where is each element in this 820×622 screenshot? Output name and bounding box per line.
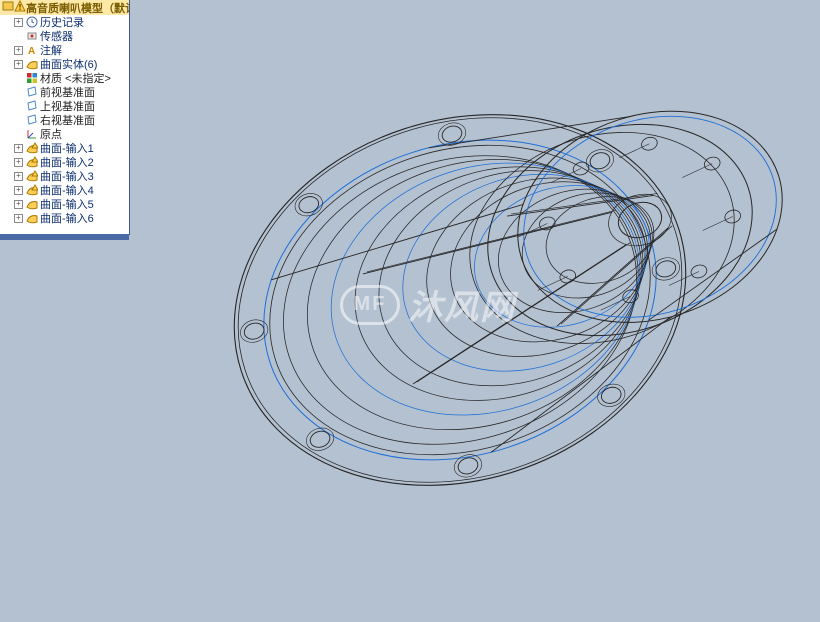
surf-icon — [25, 212, 38, 225]
expander-icon[interactable]: + — [14, 18, 23, 27]
tree-root[interactable]: 高音质喇叭模型（默认<<默 — [0, 0, 129, 15]
tree-item[interactable]: +曲面-输入5 — [0, 197, 129, 211]
part-icon — [2, 0, 14, 15]
tree-item[interactable]: 材质 <未指定> — [0, 71, 129, 85]
surfbody-icon — [25, 58, 38, 71]
tree-item[interactable]: 右视基准面 — [0, 113, 129, 127]
origin-icon — [25, 128, 38, 141]
tree-item[interactable]: 前视基准面 — [0, 85, 129, 99]
surfwarn-icon — [25, 184, 38, 197]
sensor-icon — [25, 30, 38, 43]
expander-icon[interactable]: + — [14, 172, 23, 181]
tree-item[interactable]: +曲面-输入2 — [0, 155, 129, 169]
expander-icon[interactable]: + — [14, 144, 23, 153]
tree-item[interactable]: +曲面-输入3 — [0, 169, 129, 183]
surfwarn-icon — [25, 142, 38, 155]
expander-icon[interactable]: + — [14, 46, 23, 55]
plane-icon — [25, 114, 38, 127]
tree-item[interactable]: 上视基准面 — [0, 99, 129, 113]
expander-icon[interactable]: + — [14, 214, 23, 223]
surf-icon — [25, 198, 38, 211]
tree-item[interactable]: +历史记录 — [0, 15, 129, 29]
expander-icon[interactable]: + — [14, 158, 23, 167]
tree-item[interactable]: +A注解 — [0, 43, 129, 57]
expander-icon[interactable]: + — [14, 186, 23, 195]
plane-icon — [25, 86, 38, 99]
surfwarn-icon — [25, 170, 38, 183]
expander-icon[interactable]: + — [14, 200, 23, 209]
expander-icon[interactable]: + — [14, 60, 23, 69]
tree-item[interactable]: +曲面实体(6) — [0, 57, 129, 71]
tree-item[interactable]: +曲面-输入4 — [0, 183, 129, 197]
svg-text:A: A — [28, 46, 35, 56]
plane-icon — [25, 100, 38, 113]
tree-item-label: 曲面-输入6 — [40, 210, 94, 226]
warning-icon — [14, 0, 26, 15]
tree-item[interactable]: + 曲面-输入6 — [0, 211, 129, 225]
tree-item[interactable]: +曲面-输入1 — [0, 141, 129, 155]
surfwarn-icon — [25, 156, 38, 169]
feature-tree-panel[interactable]: 高音质喇叭模型（默认<<默 +历史记录传感器+A注解+曲面实体(6)材质 <未指… — [0, 0, 130, 235]
annot-icon: A — [25, 44, 38, 57]
history-icon — [25, 16, 38, 29]
tree-item[interactable]: 传感器 — [0, 29, 129, 43]
material-icon — [25, 72, 38, 85]
tree-item[interactable]: 原点 — [0, 127, 129, 141]
tree-root-label: 高音质喇叭模型（默认<<默 — [26, 0, 129, 15]
